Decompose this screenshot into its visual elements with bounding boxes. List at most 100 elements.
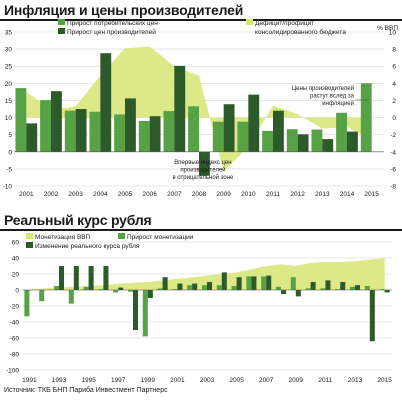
annotation-text: растут вслед за [310,94,355,100]
y-right-tick-label: 6 [392,64,396,71]
annotation-text: Цены производителей [292,85,354,92]
y-right-tick-label: 0 [392,115,396,122]
real-rate-bar [251,276,257,290]
monetization-growth-bar [335,289,341,290]
monetization-growth-bar [83,286,89,290]
x-tick-label: 2015 [377,377,392,384]
y-left-tick-label: 25 [5,64,13,71]
cpi-bar [114,114,125,152]
x-tick-label: 1991 [22,377,37,384]
x-tick-label: 2004 [93,191,108,198]
x-tick-label: 2005 [229,377,244,384]
x-tick-label: 2012 [290,191,305,198]
x-tick-label: 2011 [318,377,332,384]
monetization-growth-bar [320,288,326,290]
ppi-bar [51,91,62,152]
monetization-growth-bar [216,285,222,290]
real-rate-bar [384,290,390,293]
real-rate-bar [221,272,227,290]
ppi-bar [75,109,87,152]
monetization-growth-bar [172,289,178,290]
cpi-bar [188,106,199,152]
x-tick-label: 2009 [289,377,304,384]
monetization-growth-bar [349,286,355,290]
ppi-bar [248,94,260,152]
monetization-growth-bar [68,290,74,304]
x-tick-label: 2008 [192,191,207,198]
monetization-growth-bar [275,286,281,290]
x-tick-label: 2007 [259,377,274,384]
y-tick-label: 20 [12,272,20,279]
x-tick-label: 1999 [141,377,156,384]
x-tick-label: 2015 [364,191,379,198]
legend-label: Прирост монетизации [127,234,194,241]
ppi-bar [322,139,334,152]
x-tick-label: 1995 [81,377,96,384]
real-rate-bar [192,283,198,290]
real-rate-bar [236,277,242,290]
cpi-bar [89,111,101,152]
y-tick-label: 40 [12,256,20,263]
cpi-bar [336,112,347,152]
y-tick-label: -60 [10,336,20,343]
annotation-text: производителей [180,167,225,174]
legend-swatch [118,233,125,239]
y-left-tick-label: -5 [6,166,12,173]
real-rate-bar [59,266,65,290]
real-rate-bar [325,280,331,290]
monetization-growth-bar [290,277,296,290]
ppi-bar [273,110,284,152]
x-tick-label: 2013 [348,377,363,384]
real-rate-bar [369,290,375,342]
y-left-tick-label: 20 [5,81,13,88]
legend-swatch [26,233,33,239]
ppi-bar [26,123,38,152]
real-rate-bar [340,282,346,290]
x-tick-label: 2011 [266,191,280,198]
y-right-tick-label: 2 [392,98,396,105]
real-rate-bar [310,282,316,290]
real-rate-bar [177,283,183,290]
ppi-bar [174,65,186,152]
x-tick-label: 2003 [68,191,83,198]
monetization-growth-bar [24,290,30,317]
monetization-growth-bar [261,276,267,290]
cpi-bar [138,120,150,152]
y-tick-label: -100 [6,368,19,375]
x-tick-label: 2014 [340,191,355,198]
x-tick-label: 1997 [111,377,126,384]
monetization-growth-bar [246,276,252,290]
legend-swatch [58,19,65,25]
real-rate-bar [103,266,109,290]
title-rule-top [0,19,402,21]
x-tick-label: 2002 [44,191,59,198]
real-rate-bar [266,275,272,290]
ppi-bar [347,131,358,152]
cpi-bar [40,100,51,152]
ppi-bar [149,116,161,152]
y-right-tick-label: 8 [392,47,396,54]
real-rate-bar [118,287,124,290]
real-rate-bar [295,290,301,297]
real-rate-bar [147,290,153,298]
y-tick-label: -20 [10,304,20,311]
cpi-bar [311,129,323,152]
legend-label: Дефицит/профицит [255,20,314,27]
x-tick-label: 2013 [315,191,330,198]
legend-swatch [26,242,33,248]
cpi-bar [163,111,175,152]
y-tick-label: 0 [15,288,19,295]
y-right-tick-label: 10 [389,30,397,37]
x-tick-label: 2001 [170,377,185,384]
real-rate-bar [88,266,94,290]
legend-swatch [58,28,65,34]
legend-label: Монетизация ВВП [35,234,91,241]
cpi-bar [262,130,273,152]
y-tick-label: -40 [10,320,20,327]
legend-label: консолидированного бюджета [255,28,346,36]
y-left-tick-label: 10 [5,115,13,122]
ppi-bar [297,134,309,152]
monetization-growth-bar [113,290,119,293]
y-tick-label: 60 [12,240,20,247]
